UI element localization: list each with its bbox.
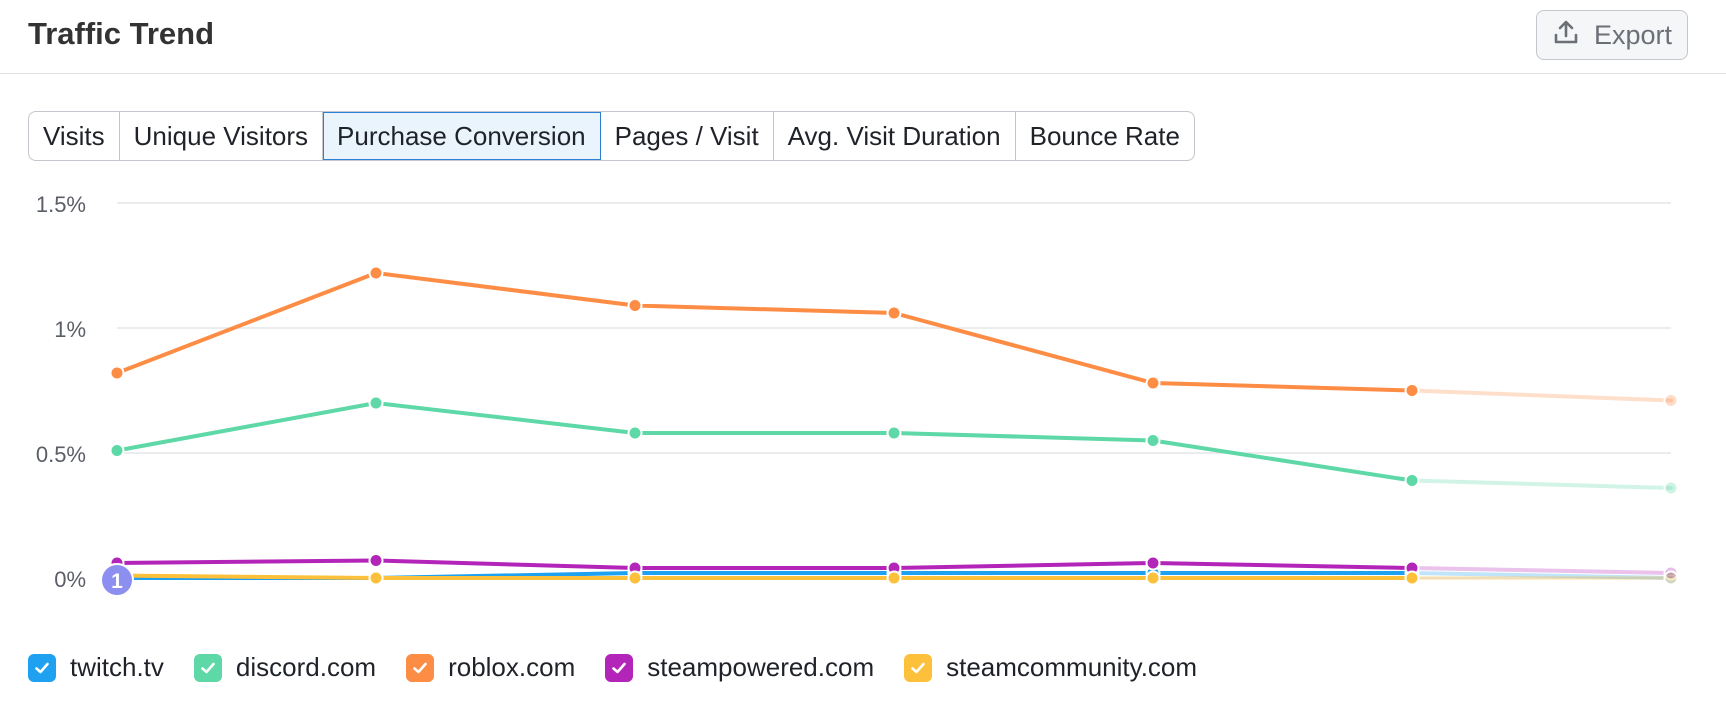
tab-bounce-rate[interactable]: Bounce Rate bbox=[1029, 120, 1180, 151]
legend-item-discord[interactable]: discord.com bbox=[193, 652, 377, 683]
traffic-line-chart: 0% 0.5% 1% 1.5% Nov 2025 Dec 2025 Jan 2026 Feb … bbox=[36, 192, 1679, 605]
data-point bbox=[1145, 433, 1161, 448]
x-tick-label: Feb 2026 bbox=[848, 601, 941, 605]
x-tick-label: Mar 2026 bbox=[1107, 601, 1200, 605]
series-line-projected bbox=[1410, 388, 1673, 403]
data-point bbox=[1404, 473, 1420, 488]
legend-item-steamcommunity[interactable]: steamcommunity.com bbox=[904, 652, 1197, 683]
tab-pages-per-visit[interactable]: Pages / Visit bbox=[601, 112, 774, 160]
legend-label: steampowered.com bbox=[647, 652, 875, 682]
data-point bbox=[1663, 570, 1679, 586]
tab-purchase-conversion[interactable]: Purchase Conversion bbox=[323, 112, 601, 160]
x-tick-label: Dec 2025 bbox=[329, 601, 423, 605]
check-icon[interactable] bbox=[28, 653, 56, 682]
export-label: Export bbox=[1593, 19, 1673, 50]
series-line-projected bbox=[1410, 571, 1673, 580]
data-point bbox=[1663, 565, 1679, 581]
x-tick-label: Apr 2026 bbox=[1367, 601, 1456, 605]
x-tick-label: Jan 2026 bbox=[590, 601, 681, 605]
series-line-projected bbox=[1410, 478, 1673, 490]
tab-avg-visit-duration[interactable]: Avg. Visit Duration bbox=[774, 112, 1016, 160]
tab-unique-visitors[interactable]: Unique Visitors bbox=[120, 112, 324, 160]
data-point bbox=[368, 553, 384, 568]
data-point bbox=[627, 298, 643, 313]
legend-label: discord.com bbox=[235, 652, 377, 682]
data-point bbox=[886, 305, 902, 321]
data-point bbox=[1145, 570, 1161, 586]
data-point bbox=[1663, 480, 1679, 496]
export-button[interactable]: Export bbox=[1536, 10, 1688, 60]
check-icon[interactable] bbox=[193, 653, 222, 682]
data-point bbox=[886, 425, 902, 441]
annotation-badge-label: 1 bbox=[111, 570, 123, 593]
series-line bbox=[115, 558, 1414, 570]
data-point bbox=[1404, 383, 1420, 398]
y-tick-label: 0.5% bbox=[36, 442, 86, 467]
metric-tabs: Visits Unique Visitors Purchase Conversi… bbox=[28, 111, 1195, 161]
tab-visits[interactable]: Visits bbox=[29, 112, 120, 160]
check-icon[interactable] bbox=[605, 653, 634, 682]
series-line bbox=[115, 271, 1414, 393]
legend-label: twitch.tv bbox=[70, 652, 164, 682]
data-point bbox=[627, 570, 643, 586]
legend-label: steamcommunity.com bbox=[946, 652, 1198, 682]
y-tick-label: 1% bbox=[54, 317, 86, 342]
check-icon[interactable] bbox=[904, 653, 933, 682]
x-tick-label: Nov 2025 bbox=[117, 601, 211, 605]
series-line-projected bbox=[1410, 566, 1673, 575]
chart-legend: twitch.tv discord.com roblox.com steampo… bbox=[28, 652, 1197, 683]
legend-item-steampowered[interactable]: steampowered.com bbox=[605, 652, 874, 683]
data-point bbox=[1663, 393, 1679, 408]
x-tick-label: May 2026 bbox=[1574, 601, 1671, 605]
data-point bbox=[627, 425, 643, 441]
upload-icon bbox=[1552, 18, 1580, 53]
data-point bbox=[886, 570, 902, 586]
series-line bbox=[115, 401, 1414, 483]
legend-item-roblox[interactable]: roblox.com bbox=[406, 652, 575, 683]
check-icon[interactable] bbox=[406, 653, 435, 682]
legend-label: roblox.com bbox=[448, 652, 576, 682]
data-point bbox=[1145, 375, 1161, 391]
legend-item-twitch[interactable]: twitch.tv bbox=[28, 652, 164, 683]
data-point bbox=[368, 265, 384, 281]
data-point bbox=[1404, 570, 1420, 586]
series-line bbox=[115, 573, 1414, 580]
page-title: Traffic Trend bbox=[28, 16, 215, 51]
data-point bbox=[368, 395, 384, 411]
y-tick-label: 1.5% bbox=[36, 192, 86, 217]
annotation-badge bbox=[100, 563, 134, 597]
y-tick-label: 0% bbox=[54, 567, 86, 592]
data-point bbox=[368, 570, 384, 586]
card-header: Traffic Trend Export bbox=[0, 0, 1726, 74]
data-point bbox=[1145, 555, 1161, 571]
data-point bbox=[109, 443, 125, 458]
data-point bbox=[109, 365, 125, 381]
